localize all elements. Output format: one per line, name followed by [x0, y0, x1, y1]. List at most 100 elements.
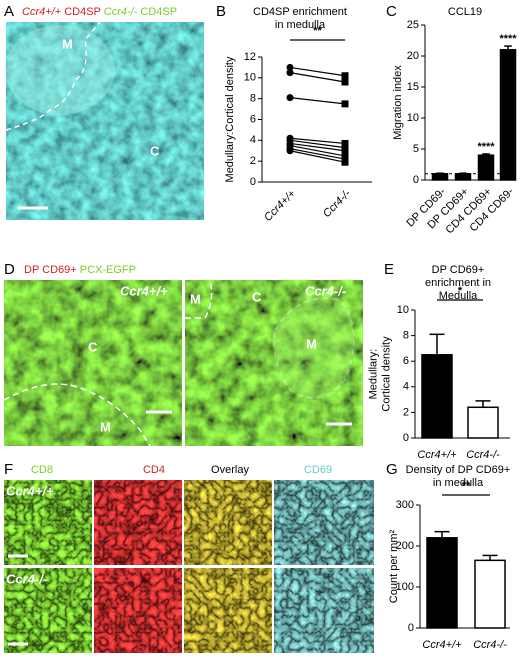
chart-title: CD4SP enrichment: [253, 6, 347, 18]
panel-letter: F: [4, 461, 13, 478]
point: [341, 72, 349, 80]
y-tick-label: 10: [407, 112, 419, 124]
point: [341, 100, 349, 108]
bar: [499, 49, 517, 181]
y-tick-label: 0: [403, 432, 409, 444]
micrograph: [184, 480, 272, 565]
y-tick-label: 25: [407, 19, 419, 31]
y-tick-label: 2: [250, 155, 256, 167]
y-tick-label: 20: [407, 50, 419, 62]
micrograph: [4, 480, 92, 565]
region-label: M: [306, 336, 317, 351]
chart-title: in medulla: [275, 19, 326, 31]
legend-text: PCX-EGFP: [80, 264, 136, 276]
y-tick-label: 4: [403, 381, 409, 393]
legend-text: Ccr4-/-: [104, 6, 138, 18]
micrograph: [274, 568, 374, 653]
y-tick-label: 10: [397, 304, 409, 316]
pair-line: [289, 66, 346, 77]
chart-title: DP CD69+: [432, 264, 485, 276]
y-tick-label: 200: [396, 540, 414, 552]
point: [286, 63, 294, 71]
column-header: CD69: [304, 464, 332, 476]
panel-letter: C: [386, 3, 397, 20]
x-tick-label: Ccr4-/-: [473, 639, 507, 651]
point: [286, 69, 294, 77]
chart-title: enrichment in: [425, 277, 491, 289]
region-label: C: [150, 143, 160, 158]
point: [286, 94, 294, 102]
pair-line: [289, 139, 346, 149]
y-tick-label: 2: [403, 406, 409, 418]
chart-title: CCL19: [448, 6, 482, 18]
point: [341, 147, 349, 155]
annotation: ****: [477, 141, 495, 153]
annotation: ****: [499, 33, 517, 45]
column-header: Overlay: [211, 464, 249, 476]
y-axis-label: Medullary:: [367, 349, 379, 400]
y-tick-label: 300: [396, 499, 414, 511]
region-label: C: [252, 289, 262, 304]
legend: DP CD69+ PCX-EGFP: [24, 264, 136, 276]
micrograph: [6, 22, 204, 220]
pair-line: [289, 72, 346, 83]
row-label: Ccr4-/-: [6, 571, 47, 586]
point: [341, 78, 349, 86]
bar: [431, 173, 449, 181]
y-tick-label: 6: [250, 113, 256, 125]
y-tick-label: 12: [244, 51, 256, 63]
y-tick-label: 5: [413, 143, 419, 155]
y-axis-label: Count per mm²: [388, 529, 400, 603]
micrograph: [4, 568, 92, 653]
panel-letter: G: [386, 461, 398, 478]
panel-letter: A: [4, 3, 14, 20]
y-tick-label: 100: [396, 581, 414, 593]
boundary: [3, 383, 151, 447]
bar: [467, 406, 499, 439]
micrograph: [184, 568, 272, 653]
panel-letter: D: [4, 261, 15, 278]
significance: **: [462, 480, 471, 492]
legend: Ccr4+/+ CD4SP Ccr4-/- CD4SP: [22, 6, 177, 18]
y-axis-label: Cortical density: [380, 336, 392, 412]
genotype-label: Ccr4-/-: [305, 283, 346, 298]
pair-line: [289, 137, 346, 145]
genotype-label: Ccr4+/+: [120, 283, 168, 298]
x-tick-label: Ccr4-/-: [466, 449, 500, 461]
micrograph: [94, 568, 182, 653]
region-label: M: [100, 419, 111, 434]
y-tick-label: 6: [403, 355, 409, 367]
x-tick-label: Ccr4-/-: [321, 187, 353, 219]
micrograph: [274, 480, 374, 565]
legend-text: CD4SP: [140, 6, 177, 18]
x-tick-label: Ccr4+/+: [262, 187, 299, 224]
y-tick-label: 10: [244, 72, 256, 84]
column-header: CD8: [31, 464, 53, 476]
significance: **: [313, 25, 322, 37]
micrograph: [94, 480, 182, 565]
y-tick-label: 4: [250, 134, 256, 146]
panel-letter: E: [384, 261, 394, 278]
point: [341, 158, 349, 166]
pair-line: [289, 142, 346, 152]
region-label: C: [88, 339, 98, 354]
bar: [421, 354, 453, 439]
y-axis-label: Migration index: [392, 65, 404, 140]
y-tick-label: 15: [407, 81, 419, 93]
region-label: M: [62, 36, 73, 51]
bar: [454, 173, 472, 181]
boundary: [185, 279, 213, 319]
bar: [426, 537, 458, 629]
pair-line: [289, 148, 346, 160]
chart-title: Medulla: [439, 290, 478, 302]
boundary: [5, 21, 101, 131]
x-tick-label: Ccr4+/+: [417, 449, 457, 461]
y-axis-label: Medullary:Cortical density: [224, 56, 236, 182]
y-tick-label: 0: [250, 176, 256, 188]
significance: *: [458, 285, 463, 297]
pair-line: [289, 150, 346, 163]
micrograph: [185, 280, 363, 446]
legend-text: DP CD69+: [24, 264, 77, 276]
y-tick-label: 0: [413, 174, 419, 186]
chart-title: Density of DP CD69+: [406, 464, 511, 476]
